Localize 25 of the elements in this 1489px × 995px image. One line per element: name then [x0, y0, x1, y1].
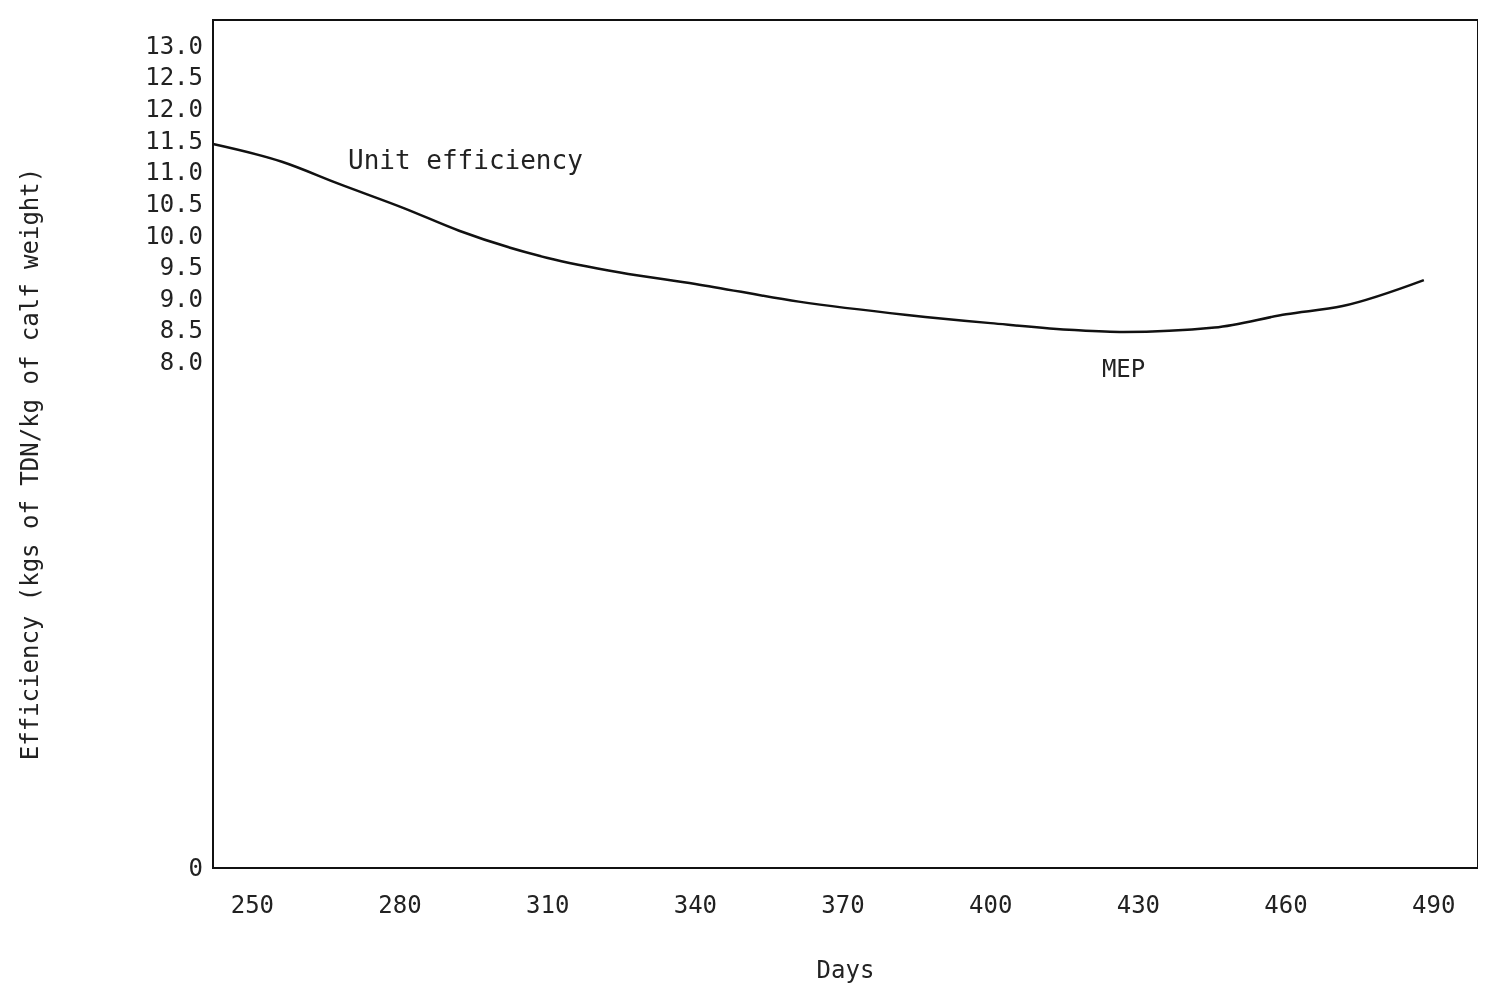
x-tick-label: 370	[821, 891, 865, 919]
series-label: Unit efficiency	[348, 145, 583, 176]
x-tick-label: 430	[1116, 891, 1161, 919]
x-tick-label: 280	[378, 891, 422, 919]
x-tick-label: 250	[230, 891, 275, 919]
y-tick-label: 11.5	[145, 126, 203, 155]
x-axis-title: Days	[816, 956, 875, 984]
y-tick-label: 10.5	[145, 189, 203, 218]
y-tick-label: 11.0	[145, 158, 203, 187]
x-tick-label: 310	[526, 891, 570, 919]
y-tick-label: 9.5	[159, 253, 203, 282]
y-tick-label: 12.5	[145, 63, 203, 92]
y-tick-label: 9.0	[159, 284, 203, 313]
x-tick-label: 460	[1264, 891, 1308, 919]
y-tick-label: 8.0	[159, 348, 203, 377]
x-tick-label: 490	[1412, 891, 1456, 919]
y-tick-label: 10.0	[145, 221, 203, 250]
y-tick-label: 0	[188, 854, 203, 883]
x-tick-label: 340	[673, 891, 718, 919]
y-tick-label: 12.0	[145, 95, 203, 123]
annotation: MEP	[1101, 354, 1146, 383]
y-axis-title: Efficiency (kgs of TDN/kg of calf weight)	[16, 167, 44, 761]
y-tick-label: 8.5	[159, 316, 203, 345]
x-tick-label: 400	[969, 891, 1013, 919]
y-tick-label: 13.0	[145, 31, 203, 60]
